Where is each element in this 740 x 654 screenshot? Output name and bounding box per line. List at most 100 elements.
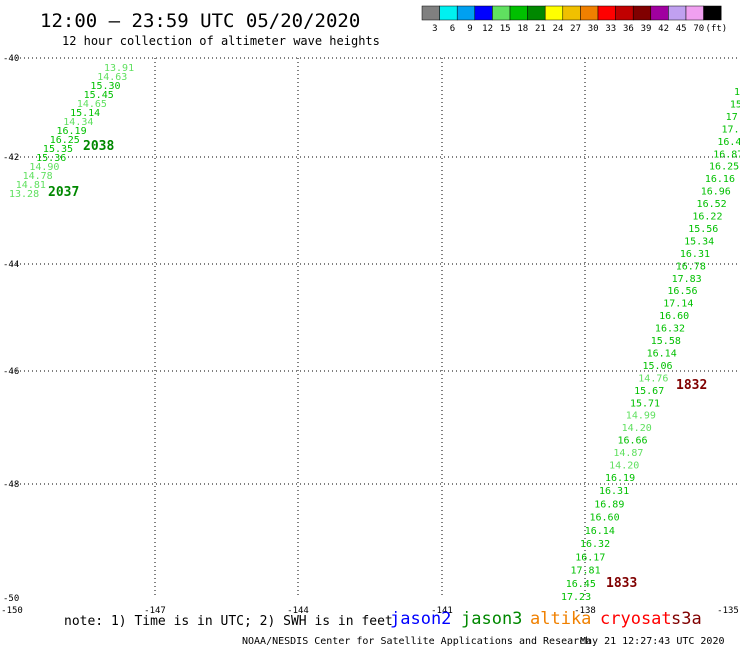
- mission-altika: altika: [530, 609, 591, 629]
- legend-swatch: [421, 5, 440, 21]
- pass-time-2037: 2037: [48, 185, 79, 200]
- legend-label: 6: [450, 24, 455, 34]
- wave-height-value: 15.71: [630, 398, 660, 409]
- legend-label: 30: [588, 24, 599, 34]
- legend-label: 42: [658, 24, 669, 34]
- pass-time-1832: 1832: [676, 378, 707, 393]
- legend-swatch: [456, 5, 476, 21]
- wave-height-value: 15.45: [84, 90, 114, 101]
- wave-height-value: 17.: [726, 112, 740, 123]
- wave-height-value: 15: [730, 99, 740, 110]
- legend-swatch: [492, 5, 511, 21]
- wave-height-value: 14.34: [63, 117, 93, 128]
- wave-height-value: 15.56: [688, 224, 718, 235]
- legend-label: 21: [535, 24, 546, 34]
- legend-label: 24: [553, 24, 564, 34]
- wave-height-value: 14.81: [16, 180, 46, 191]
- lon-label: -147: [144, 606, 166, 616]
- wave-height-value: 16.56: [667, 286, 697, 297]
- legend-swatch: [474, 5, 493, 21]
- wave-height-value: 16.16: [705, 174, 735, 185]
- wave-height-value: 13.91: [104, 63, 134, 74]
- lon-label: -150: [1, 606, 23, 616]
- mission-cryosat: cryosat: [600, 609, 672, 629]
- legend-swatch: [439, 5, 458, 21]
- wave-height-value: 16.25: [50, 135, 80, 146]
- wave-height-value: 17.14: [663, 299, 693, 310]
- mission-jason3: jason3: [461, 609, 522, 629]
- wave-height-value: 15.30: [90, 81, 120, 92]
- wave-height-value: 16.89: [594, 499, 624, 510]
- legend-swatch: [632, 5, 652, 21]
- wave-height-value: 16.60: [590, 513, 620, 524]
- color-legend: 3 6 9 12 15 18 21 24 27 30 33 36 39 42 45 70 (ft): [421, 5, 728, 34]
- wave-height-value: 14.99: [626, 411, 656, 422]
- wave-height-value: 13.28: [9, 189, 39, 200]
- wave-height-value: 14.20: [609, 461, 639, 472]
- lon-label: -135: [717, 606, 739, 616]
- wave-height-value: 16.96: [701, 187, 731, 198]
- legend-label: 36: [623, 24, 634, 34]
- pass-time-1833: 1833: [606, 576, 637, 591]
- latitude-labels: -40 -42 -44 -46 -48 -50: [3, 54, 19, 604]
- legend-label: 15: [500, 24, 511, 34]
- wave-height-value: 15.14: [70, 108, 100, 119]
- lat-label: -50: [3, 594, 19, 604]
- lat-lon-grid: [12, 57, 740, 598]
- lat-label: -44: [3, 260, 19, 270]
- wave-height-value: 17.23: [561, 592, 591, 603]
- footer-timestamp: May 21 12:27:43 UTC 2020: [580, 636, 725, 647]
- wave-height-value: 16.32: [580, 539, 610, 550]
- legend-swatch: [703, 5, 722, 21]
- lat-label: -42: [3, 153, 19, 163]
- legend-label: 18: [517, 24, 528, 34]
- wave-height-value: 16.31: [599, 486, 629, 497]
- lon-label: -138: [574, 606, 596, 616]
- footer-note: note: 1) Time is in UTC; 2) SWH is in fe…: [64, 614, 393, 629]
- wave-height-value: 15.06: [642, 361, 672, 372]
- wave-height-value: 17.0: [722, 124, 740, 135]
- wave-height-value: 16.22: [692, 212, 722, 223]
- legend-swatch: [615, 5, 634, 21]
- map-title: 12:00 – 23:59 UTC 05/20/2020: [40, 10, 360, 32]
- legend-label: 45: [676, 24, 687, 34]
- legend-swatch: [509, 5, 528, 21]
- wave-height-value: 16.19: [605, 473, 635, 484]
- wave-height-value: 17: [734, 87, 740, 98]
- wave-height-value: 15.34: [684, 236, 714, 247]
- mission-jason2: jason2: [390, 609, 451, 629]
- legend-swatch: [685, 5, 704, 21]
- wave-height-value: 17.81: [571, 566, 601, 577]
- legend-swatch: [668, 5, 687, 21]
- lat-label: -46: [3, 367, 19, 377]
- track-right-lower: 16.31 16.89 16.60 16.14 16.32 16.17 17.81 16.45…: [561, 486, 629, 603]
- wave-height-value: 16.19: [57, 126, 87, 137]
- wave-height-value: 16.14: [585, 526, 615, 537]
- wave-height-value: 15.67: [634, 386, 664, 397]
- wave-height-value: 16.66: [617, 436, 647, 447]
- wave-height-value: 14.87: [613, 448, 643, 459]
- wave-height-value: 15.58: [651, 336, 681, 347]
- lat-label: -48: [3, 480, 19, 490]
- wave-height-value: 15.35: [43, 144, 73, 155]
- legend-label: (ft): [706, 24, 728, 34]
- map-subtitle: 12 hour collection of altimeter wave hei…: [62, 34, 380, 48]
- wave-height-value: 16.52: [697, 199, 727, 210]
- legend-label: 33: [605, 24, 616, 34]
- wave-height-value: 14.90: [29, 162, 59, 173]
- wave-height-value: 16.31: [680, 249, 710, 260]
- legend-label: 70: [693, 24, 704, 34]
- legend-label: 12: [482, 24, 493, 34]
- legend-swatch: [580, 5, 599, 21]
- legend-label: 3: [432, 24, 437, 34]
- wave-height-value: 16.32: [655, 324, 685, 335]
- legend-swatch: [562, 5, 581, 21]
- legend-swatch: [597, 5, 616, 21]
- lon-label: -144: [287, 606, 309, 616]
- wave-height-value: 16.60: [659, 311, 689, 322]
- wave-height-value: 14.63: [97, 72, 127, 83]
- wave-height-value: 14.20: [622, 423, 652, 434]
